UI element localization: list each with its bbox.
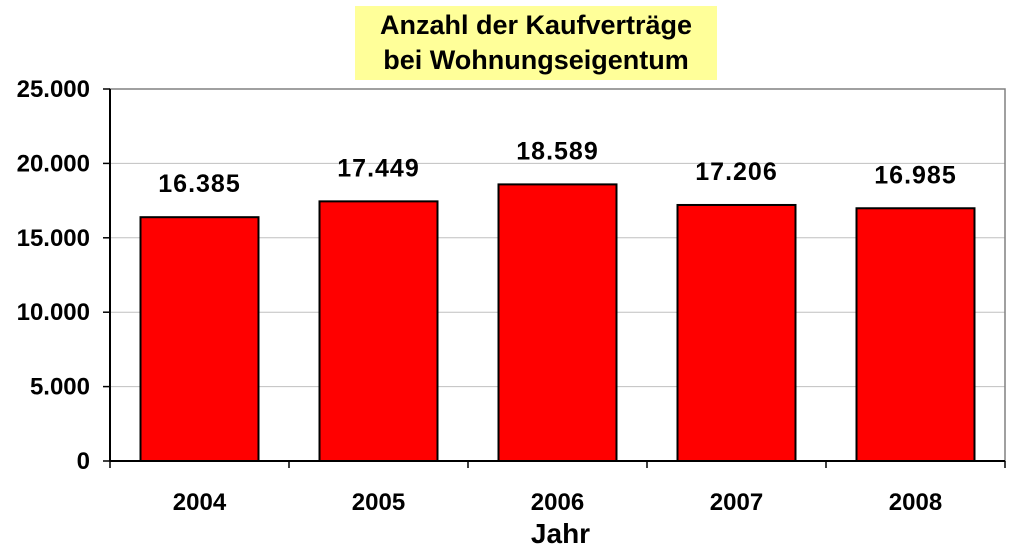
x-tick-label-2006: 2006 xyxy=(531,489,584,516)
y-tick-label: 15.000 xyxy=(17,225,90,252)
x-axis-ticks: 2004 2005 2006 2007 2008 xyxy=(109,461,1006,516)
bars xyxy=(139,183,976,462)
data-label-2006: 18.589 xyxy=(516,137,598,165)
data-label-2005: 17.449 xyxy=(337,154,419,182)
y-tick-label: 25.000 xyxy=(17,76,90,103)
chart-title: Anzahl der Kaufverträge bei Wohnungseige… xyxy=(355,6,717,80)
bar-2005 xyxy=(318,200,439,462)
bar-2007 xyxy=(676,203,797,462)
y-tick-label: 5.000 xyxy=(30,374,90,401)
data-label-2008: 16.985 xyxy=(874,161,956,189)
bar-2008 xyxy=(855,207,976,462)
bar-2006 xyxy=(497,183,618,462)
chart-title-line-1: Anzahl der Kaufverträge xyxy=(379,10,693,40)
y-axis-ticks: 0 5.000 10.000 15.000 20.000 25.000 xyxy=(17,76,110,475)
y-tick-label: 0 xyxy=(77,448,90,475)
bar-2004 xyxy=(139,216,260,462)
y-tick-label: 10.000 xyxy=(17,299,90,326)
data-label-2007: 17.206 xyxy=(695,158,777,186)
x-tick-label-2008: 2008 xyxy=(889,489,942,516)
data-labels: 16.385 17.449 18.589 17.206 16.985 xyxy=(158,137,956,198)
x-axis-title: Jahr xyxy=(531,518,590,549)
data-label-2004: 16.385 xyxy=(158,170,240,198)
y-tick-label: 20.000 xyxy=(17,150,90,177)
x-tick-label-2007: 2007 xyxy=(710,489,763,516)
chart-title-line-2: bei Wohnungseigentum xyxy=(383,45,689,75)
x-tick-label-2004: 2004 xyxy=(173,489,227,516)
x-tick-label-2005: 2005 xyxy=(352,489,405,516)
